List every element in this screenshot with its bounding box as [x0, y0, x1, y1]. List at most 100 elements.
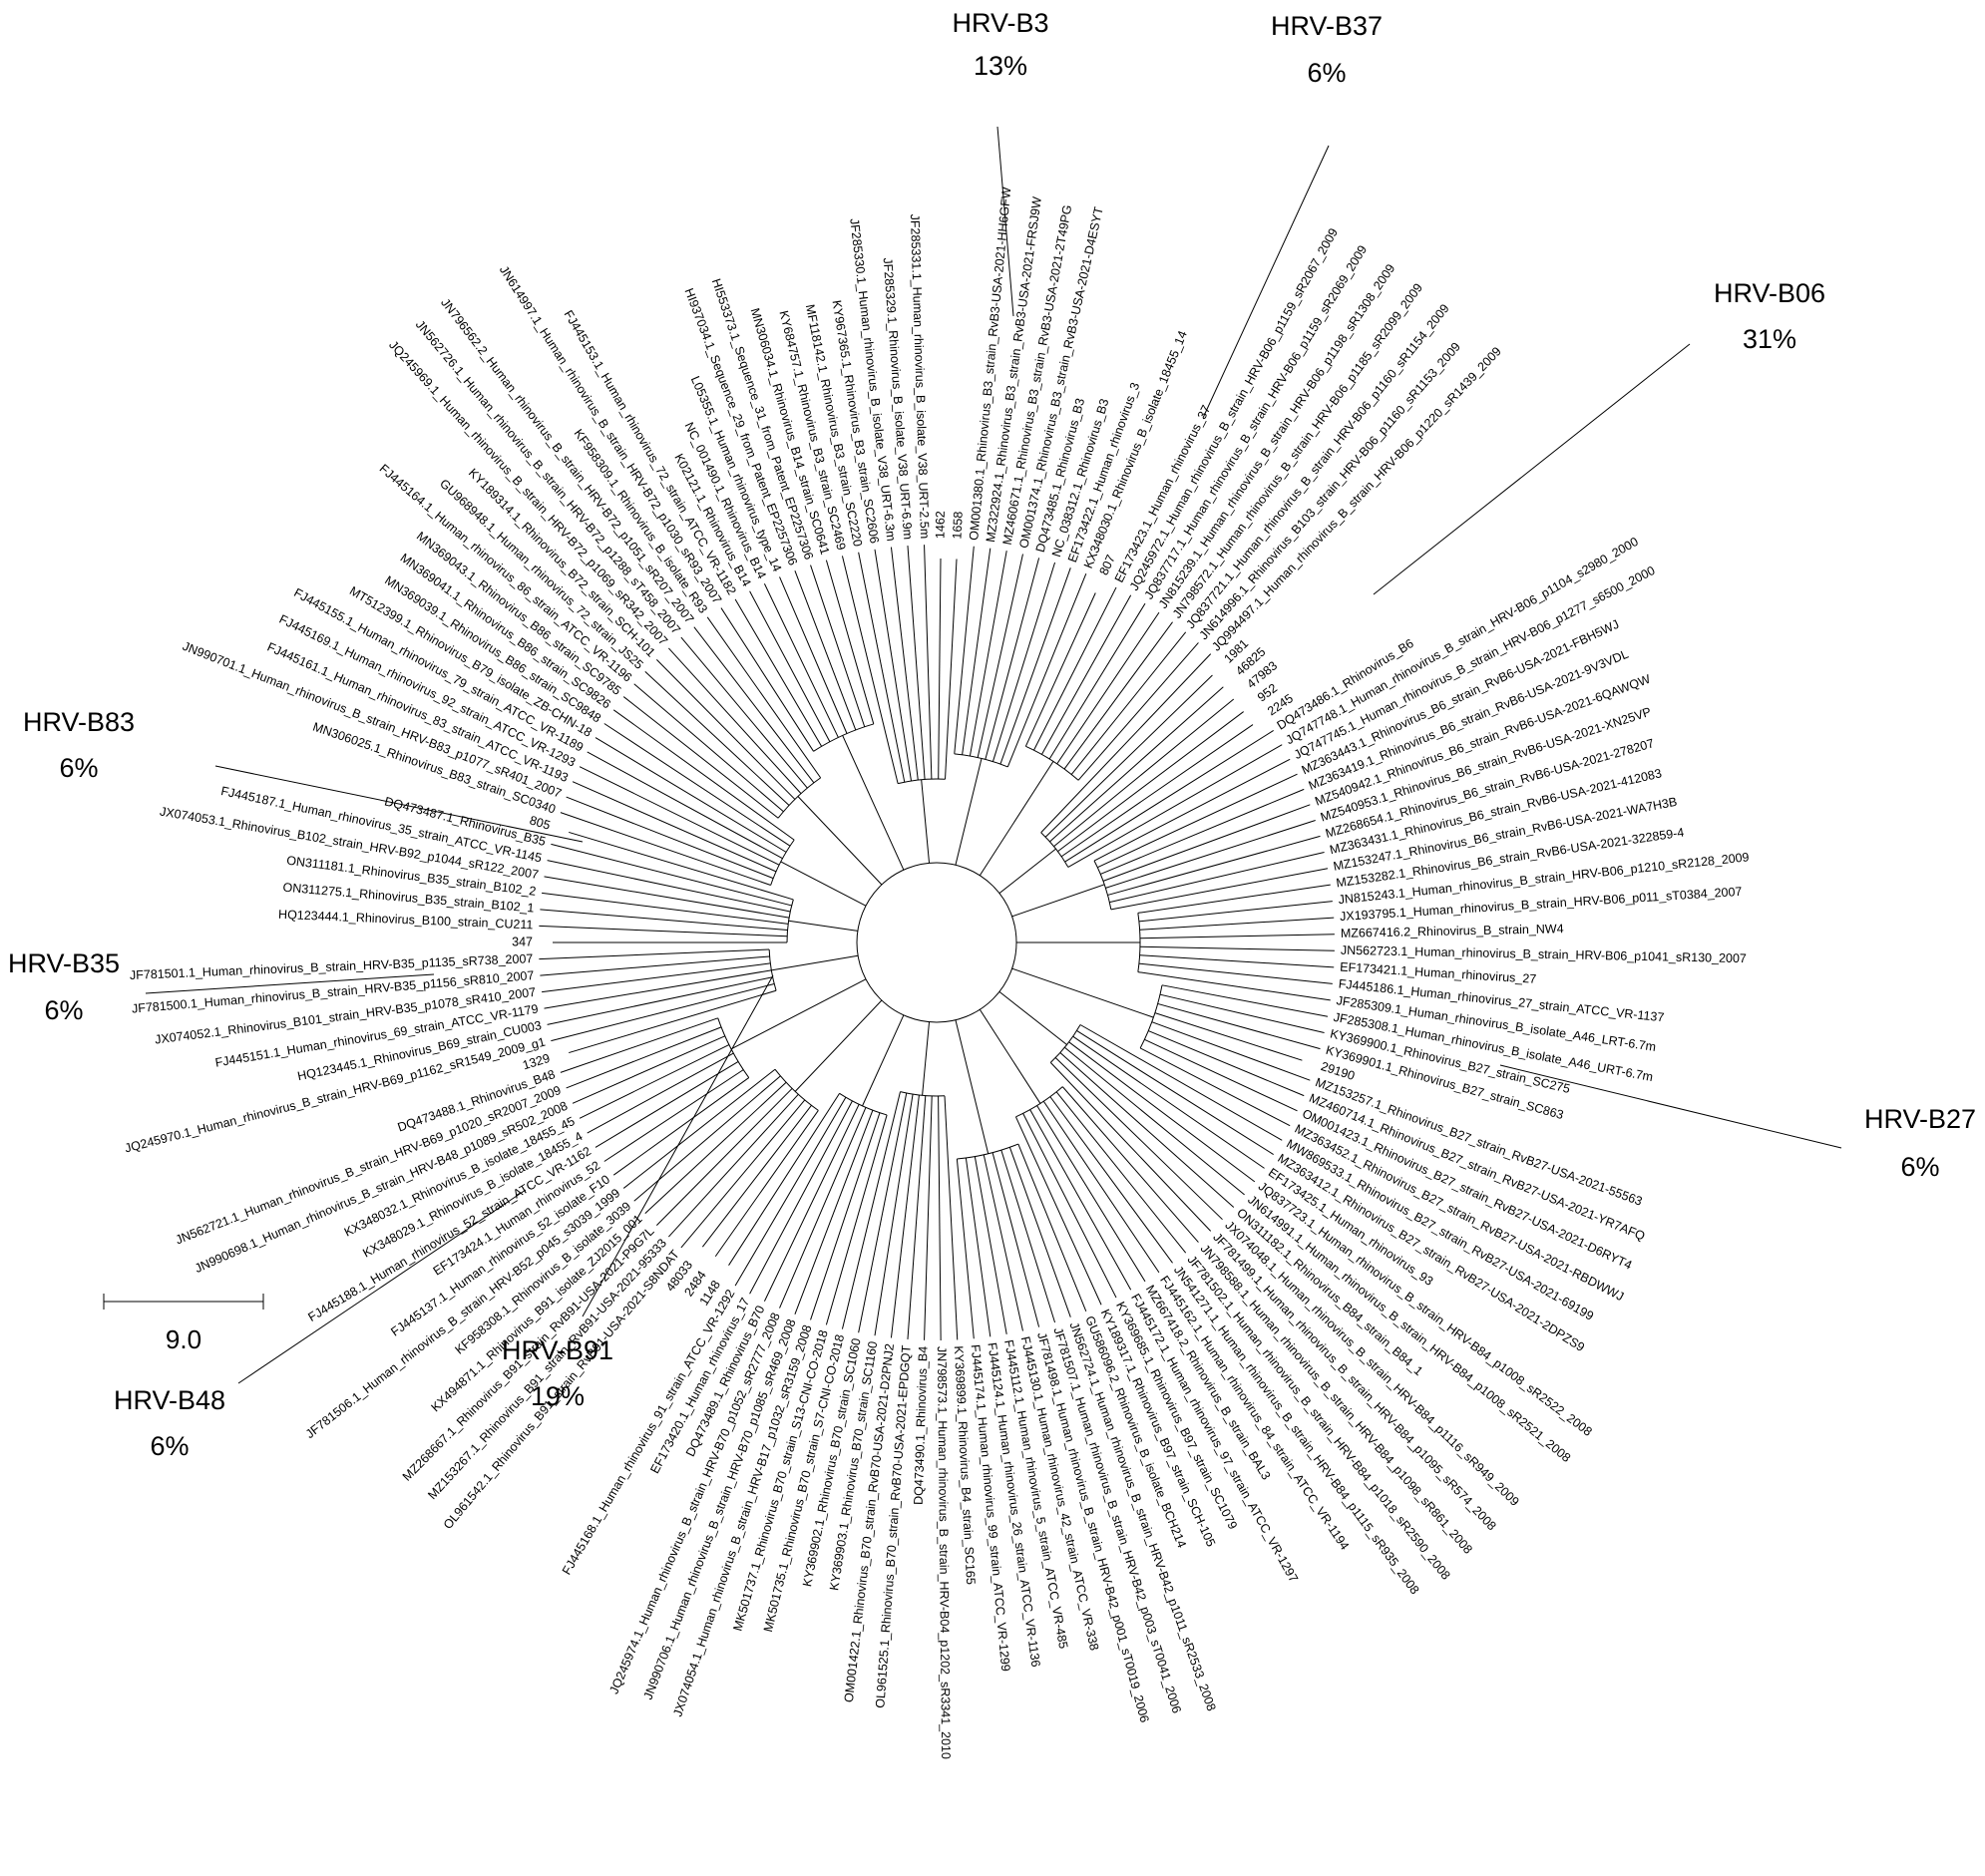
branch: [1033, 586, 1117, 751]
branch: [1014, 1116, 1102, 1306]
branch: [1063, 621, 1173, 770]
branch: [1011, 967, 1154, 1018]
branch: [1061, 1086, 1199, 1243]
branch: [1105, 820, 1316, 889]
branch: [633, 683, 784, 813]
branch: [1048, 602, 1146, 760]
branch: [907, 546, 926, 780]
branch: [780, 861, 867, 907]
branch: [572, 781, 777, 873]
branch: [1056, 611, 1160, 765]
branch: [1064, 730, 1274, 863]
branch: [1159, 993, 1325, 1034]
branch: [890, 1094, 920, 1338]
branch: [794, 569, 857, 731]
branch: [1022, 1113, 1117, 1299]
branch: [547, 860, 791, 913]
branch: [858, 552, 906, 783]
branch: [1138, 962, 1333, 984]
branch: [969, 551, 1007, 757]
branch: [1079, 1024, 1283, 1141]
branch: [907, 1095, 927, 1339]
branch: [693, 626, 815, 784]
leaf-label: 347: [512, 935, 533, 948]
branch: [1059, 1052, 1235, 1208]
leaf-label: JN798573.1_Human_rhinovirus_B_strain_HRV…: [935, 1346, 953, 1759]
branch: [595, 1061, 739, 1148]
leaf-label: JN562723.1_Human_rhinovirus_B_strain_HRV…: [1341, 943, 1747, 965]
branch: [706, 616, 822, 779]
leaf-label: MZ667416.2_Rhinovirus_B_strain_NW4: [1341, 922, 1564, 940]
branch: [734, 1097, 847, 1287]
branch: [1040, 594, 1132, 755]
branch: [1139, 954, 1335, 968]
branch: [572, 1035, 725, 1104]
branch: [794, 1110, 874, 1315]
branch: [569, 989, 777, 1054]
branch: [1139, 1047, 1291, 1127]
branch: [749, 1100, 853, 1295]
branch: [992, 1152, 1040, 1327]
root-ring: [856, 862, 1017, 1023]
branch: [1064, 1046, 1245, 1196]
branch: [962, 548, 992, 755]
branch: [763, 1104, 860, 1302]
branch: [1157, 1002, 1321, 1050]
branch: [1139, 934, 1335, 939]
branch: [680, 1099, 806, 1249]
branch: [1017, 1143, 1087, 1312]
branch: [1139, 917, 1335, 931]
branch: [655, 1088, 793, 1226]
branch: [1138, 901, 1333, 923]
branch: [668, 1093, 799, 1238]
branch: [603, 1069, 744, 1162]
clade-share: 6%: [44, 995, 83, 1025]
branch: [728, 1093, 840, 1266]
branch: [730, 978, 867, 1050]
clade-share: 6%: [1900, 1152, 1939, 1182]
branch: [825, 1114, 888, 1325]
clade-name: HRV-B27: [1864, 1104, 1976, 1134]
clade-share: 6%: [150, 1431, 189, 1461]
branch: [560, 812, 771, 886]
clade-name: HRV-B48: [114, 1385, 225, 1415]
branch: [539, 925, 788, 938]
branch: [945, 559, 958, 780]
branch: [560, 1017, 718, 1073]
branch: [1077, 642, 1199, 781]
clade-name: HRV-B3: [952, 8, 1048, 38]
clade-annotations: HRV-B3 13% HRV-B37 6% HRV-B06 31% HRV-B83 6% HRV…: [8, 8, 1976, 1461]
branch: [1093, 860, 1112, 910]
clade-name: HRV-B35: [8, 948, 120, 978]
branch: [1067, 744, 1283, 868]
branch: [979, 761, 1054, 877]
branch: [788, 920, 858, 932]
branch: [644, 1081, 787, 1215]
branch: [566, 796, 774, 880]
branch: [1000, 1150, 1056, 1323]
clade-share: 19%: [531, 1381, 585, 1411]
branch: [779, 1107, 867, 1309]
branch: [1054, 1057, 1223, 1221]
branch: [749, 590, 831, 742]
branch: [540, 909, 788, 932]
branch: [813, 723, 874, 752]
clade-line: [996, 126, 1014, 317]
clade-line: [1499, 1064, 1842, 1149]
branch: [1110, 868, 1329, 911]
clade-share: 6%: [59, 753, 98, 783]
branch: [1072, 1035, 1265, 1169]
branch: [797, 796, 883, 886]
branch: [1137, 971, 1331, 1001]
branch: [587, 1052, 734, 1134]
branch: [587, 751, 783, 860]
branch: [1040, 653, 1212, 834]
branch: [1151, 1021, 1311, 1081]
branch: [668, 647, 802, 794]
branch: [1137, 884, 1331, 914]
leaf-label: DQ473490.1_Rhinovirus_B4: [912, 1346, 931, 1506]
branch: [540, 955, 770, 976]
branch: [1139, 945, 1335, 951]
branch: [965, 1157, 992, 1337]
leaf-label: 1658: [950, 511, 965, 540]
